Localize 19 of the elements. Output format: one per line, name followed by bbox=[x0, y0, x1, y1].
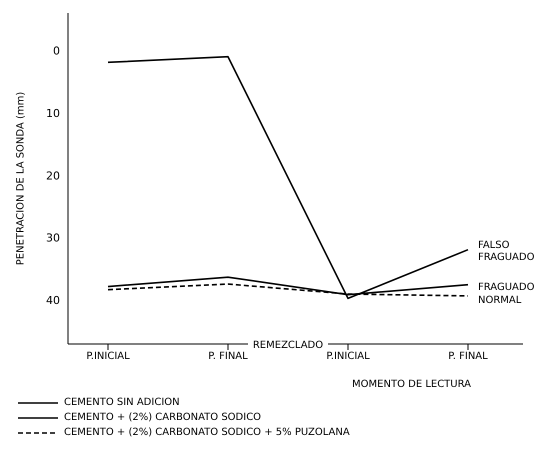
annotation: FALSO FRAGUADO bbox=[478, 240, 536, 264]
annotation: NORMAL bbox=[478, 295, 522, 307]
y-tick-label: 40 bbox=[46, 294, 60, 308]
y-axis-title: PENETRACION DE LA SONDA (mm) bbox=[16, 92, 27, 266]
line-series bbox=[107, 56, 469, 300]
annotation: REMEZCLADO bbox=[252, 340, 324, 351]
y-tick-label: 20 bbox=[46, 169, 60, 182]
legend-label: CEMENTO + (2%) CARBONATO SODICO bbox=[64, 412, 262, 423]
annotation: FRAGUADO bbox=[478, 282, 536, 294]
y-tick-label: 10 bbox=[46, 106, 60, 120]
legend-label: CEMENTO SIN ADICION bbox=[64, 397, 180, 408]
x-tick-label: P.INICIAL bbox=[86, 351, 130, 362]
x-tick-label: P.INICIAL bbox=[326, 351, 370, 362]
y-tick-label: 30 bbox=[46, 232, 60, 245]
x-tick-label: P. FINAL bbox=[208, 351, 248, 362]
y-tick-label: 0 bbox=[53, 44, 60, 58]
legend-label: CEMENTO + (2%) CARBONATO SODICO + 5% PUZOLANA bbox=[64, 427, 350, 438]
x-tick-label: P. FINAL bbox=[448, 351, 488, 362]
x-axis-title: MOMENTO DE LECTURA bbox=[352, 379, 472, 390]
